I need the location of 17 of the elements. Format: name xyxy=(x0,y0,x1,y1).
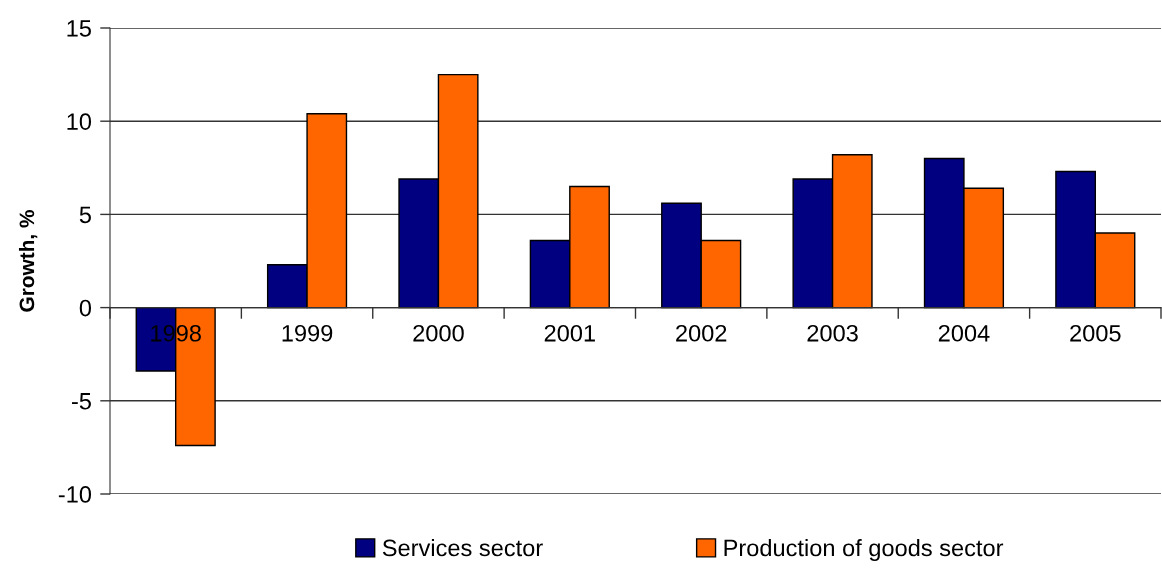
legend-label: Production of goods sector xyxy=(724,538,1004,561)
y-tick-label: 0 xyxy=(79,299,92,317)
x-tick-label: 1998 xyxy=(151,324,201,342)
y-tick-label: 15 xyxy=(67,20,91,37)
x-tick-label: 2005 xyxy=(1070,324,1121,342)
legend-label: Services sector xyxy=(382,538,543,557)
x-tick-label: 1999 xyxy=(282,324,333,342)
x-tick-label: 2003 xyxy=(807,324,858,342)
y-tick-label: 10 xyxy=(67,113,92,130)
y-tick-label: -10 xyxy=(58,486,92,503)
y-axis-title: Growth, % xyxy=(18,210,38,312)
y-tick-label: 5 xyxy=(79,206,91,224)
y-tick-label: -5 xyxy=(72,393,91,410)
x-tick-label: 2001 xyxy=(544,324,595,342)
x-tick-label: 2000 xyxy=(413,324,464,342)
x-tick-label: 2004 xyxy=(938,324,990,342)
x-tick-label: 2002 xyxy=(676,324,727,342)
